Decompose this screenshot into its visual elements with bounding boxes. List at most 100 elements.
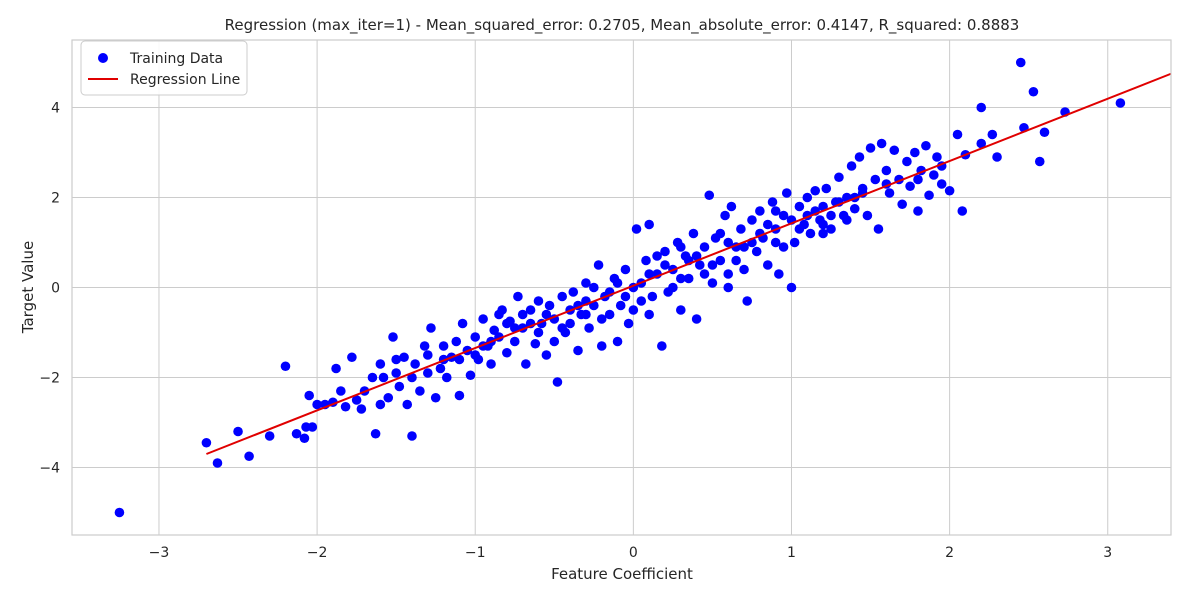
data-point: [805, 228, 816, 239]
x-axis-label: Feature Coefficient: [551, 565, 693, 583]
data-point: [351, 395, 362, 405]
data-point: [584, 323, 594, 333]
data-point: [770, 206, 781, 216]
data-point: [628, 305, 639, 315]
data-point: [378, 372, 389, 383]
data-point: [430, 392, 441, 403]
data-point: [688, 228, 699, 239]
data-point: [957, 206, 968, 216]
data-point: [818, 228, 828, 239]
data-point: [410, 359, 420, 369]
data-point: [291, 428, 302, 439]
data-point: [388, 332, 398, 342]
data-point: [489, 325, 500, 336]
data-point: [675, 305, 686, 315]
data-point: [419, 341, 430, 351]
data-point: [304, 390, 314, 401]
data-point: [422, 350, 433, 360]
data-point: [873, 224, 884, 234]
data-point: [699, 269, 710, 279]
data-point: [415, 386, 425, 396]
data-point: [544, 300, 555, 311]
data-point: [568, 287, 579, 297]
data-point: [842, 215, 852, 225]
data-point: [340, 401, 351, 412]
data-point: [441, 372, 452, 383]
data-point: [470, 350, 481, 360]
data-point: [299, 433, 310, 444]
regression-line-layer: [206, 72, 1172, 455]
data-point: [521, 359, 531, 369]
data-point: [668, 282, 678, 293]
data-point: [589, 282, 599, 293]
data-point: [720, 210, 730, 221]
data-point: [557, 291, 568, 302]
data-point: [913, 174, 923, 185]
data-point: [707, 278, 718, 288]
x-tick-labels: −3 −2 −1 0 1 2 3: [149, 545, 1113, 561]
data-point: [715, 228, 726, 239]
data-point: [826, 224, 836, 234]
data-point: [502, 318, 512, 329]
data-point: [422, 368, 433, 378]
data-point: [596, 341, 607, 351]
data-point: [502, 347, 512, 358]
data-point: [652, 251, 662, 261]
data-point: [407, 431, 417, 441]
data-point: [451, 336, 462, 347]
data-point: [924, 190, 934, 201]
data-point: [367, 372, 378, 383]
data-point: [905, 181, 915, 192]
data-point: [391, 368, 401, 378]
data-point: [767, 197, 778, 207]
x-tick-label: −3: [149, 545, 170, 561]
scatter-points: [114, 57, 1126, 518]
data-point: [331, 363, 341, 374]
data-point: [541, 350, 552, 360]
data-point: [509, 323, 520, 333]
x-tick-label: −2: [307, 545, 328, 561]
grid-layer: [72, 40, 1171, 535]
data-point: [778, 242, 789, 252]
data-point: [581, 278, 591, 288]
x-tick-label: −1: [465, 545, 486, 561]
data-point: [212, 458, 223, 468]
data-point: [821, 183, 832, 194]
data-point: [774, 269, 784, 279]
data-point: [114, 507, 125, 518]
data-point: [1039, 127, 1050, 138]
data-point: [921, 140, 931, 151]
data-point: [715, 255, 726, 266]
data-point: [846, 161, 857, 171]
data-point: [623, 318, 634, 329]
x-tick-label: 1: [787, 545, 796, 561]
data-point: [691, 314, 702, 324]
data-point: [657, 341, 667, 351]
data-point: [870, 174, 881, 185]
data-point: [884, 188, 895, 198]
data-point: [762, 219, 773, 230]
data-point: [944, 185, 955, 196]
data-point: [426, 323, 436, 333]
data-point: [494, 309, 504, 320]
data-point: [707, 260, 718, 270]
data-point: [593, 260, 604, 270]
data-point: [865, 143, 876, 153]
data-point: [347, 352, 357, 363]
data-point: [612, 278, 623, 288]
data-point: [573, 345, 583, 356]
data-point: [612, 336, 623, 347]
data-point: [660, 260, 670, 270]
data-point: [565, 318, 575, 329]
data-point: [876, 138, 887, 149]
data-point: [307, 422, 318, 432]
chart-title: Regression (max_iter=1) - Mean_squared_e…: [225, 16, 1020, 35]
data-point: [952, 129, 963, 140]
data-point: [370, 428, 381, 439]
data-point: [723, 237, 734, 248]
data-point: [244, 451, 254, 462]
data-point: [762, 260, 773, 270]
data-point: [660, 246, 670, 257]
data-point: [312, 399, 322, 410]
data-point: [751, 246, 762, 257]
